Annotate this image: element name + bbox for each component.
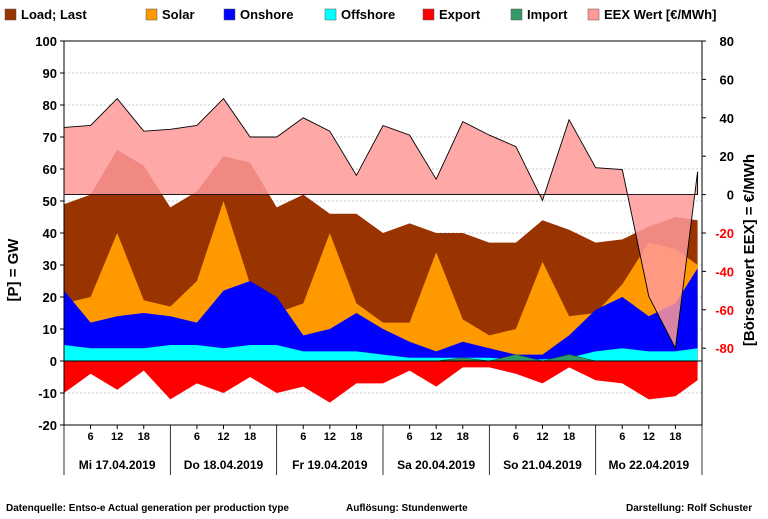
series-onshore-area (64, 268, 698, 361)
hour-tick-label: 6 (619, 431, 625, 443)
y-tick-label-right: 40 (720, 111, 734, 126)
legend-swatch-load (4, 8, 17, 21)
y-tick-label-right: 0 (727, 188, 734, 203)
y-tick-label-left: 0 (50, 354, 57, 369)
y-tick-label-right: -20 (715, 226, 734, 241)
y-tick-label-right: 20 (720, 149, 734, 164)
y-tick-label-left: 90 (43, 66, 57, 81)
y-axis-label-left: [P] = GW (5, 238, 22, 302)
y-tick-label-left: 10 (43, 322, 57, 337)
legend-swatch-eex (587, 8, 600, 21)
legend-label-export: Export (439, 7, 481, 22)
legend-label-load: Load; Last (21, 7, 87, 22)
legend-label-import: Import (527, 7, 568, 22)
series-export-area (64, 361, 698, 403)
y-tick-label-right: 80 (720, 34, 734, 49)
legend-swatch-offshore (324, 8, 337, 21)
hour-tick-label: 12 (536, 431, 548, 443)
y-tick-label-left: -10 (38, 386, 57, 401)
y-axis-label-right: [Börsenwert EEX] = €/MWh (741, 154, 758, 346)
legend-swatch-import (510, 8, 523, 21)
legend-swatch-onshore (223, 8, 236, 21)
footer-resolution: Auflösung: Stundenwerte (346, 503, 468, 514)
legend: Load; Last Solar Onshore Offshore Export Impo… (4, 7, 716, 22)
day-label: Fr 19.04.2019 (292, 458, 368, 472)
hour-tick-label: 6 (88, 431, 94, 443)
axes: 1009080706050403020100-10-20806040200-20… (35, 34, 734, 475)
legend-label-solar: Solar (162, 7, 195, 22)
hour-tick-label: 18 (563, 431, 575, 443)
day-label: So 21.04.2019 (503, 458, 582, 472)
y-tick-label-right: 60 (720, 72, 734, 87)
hour-tick-label: 6 (194, 431, 200, 443)
series-eex-area (63, 97, 699, 350)
y-tick-label-left: 60 (43, 162, 57, 177)
day-label: Sa 20.04.2019 (397, 458, 475, 472)
day-label: Mi 17.04.2019 (79, 458, 156, 472)
legend-label-eex: EEX Wert [€/MWh] (604, 7, 716, 22)
y-tick-label-left: 50 (43, 194, 57, 209)
hour-tick-label: 18 (350, 431, 362, 443)
day-label: Do 18.04.2019 (184, 458, 264, 472)
day-label: Mo 22.04.2019 (608, 458, 689, 472)
hour-tick-label: 12 (111, 431, 123, 443)
legend-label-offshore: Offshore (341, 7, 395, 22)
hour-tick-label: 12 (643, 431, 655, 443)
y-tick-label-right: -40 (715, 264, 734, 279)
hour-tick-label: 18 (244, 431, 256, 443)
y-tick-label-right: -80 (715, 341, 734, 356)
hour-tick-label: 12 (217, 431, 229, 443)
footer-source: Datenquelle: Entso-e Actual generation p… (6, 503, 289, 514)
hour-tick-label: 6 (300, 431, 306, 443)
plot-areas (63, 97, 699, 403)
y-tick-label-left: 100 (35, 34, 57, 49)
y-tick-label-left: 40 (43, 226, 57, 241)
y-tick-label-left: 70 (43, 130, 57, 145)
series-offshore-area (64, 345, 698, 361)
legend-label-onshore: Onshore (240, 7, 293, 22)
y-tick-label-right: -60 (715, 303, 734, 318)
y-tick-label-left: -20 (38, 418, 57, 433)
y-tick-label-left: 20 (43, 290, 57, 305)
hour-tick-label: 18 (457, 431, 469, 443)
y-tick-label-left: 30 (43, 258, 57, 273)
hour-tick-label: 6 (513, 431, 519, 443)
footer-author: Darstellung: Rolf Schuster (626, 503, 753, 514)
hour-tick-label: 18 (138, 431, 150, 443)
legend-swatch-solar (145, 8, 158, 21)
hour-tick-label: 18 (669, 431, 681, 443)
hour-tick-label: 12 (324, 431, 336, 443)
hour-tick-label: 6 (407, 431, 413, 443)
hour-tick-label: 12 (430, 431, 442, 443)
y-tick-label-left: 80 (43, 98, 57, 113)
legend-swatch-export (422, 8, 435, 21)
